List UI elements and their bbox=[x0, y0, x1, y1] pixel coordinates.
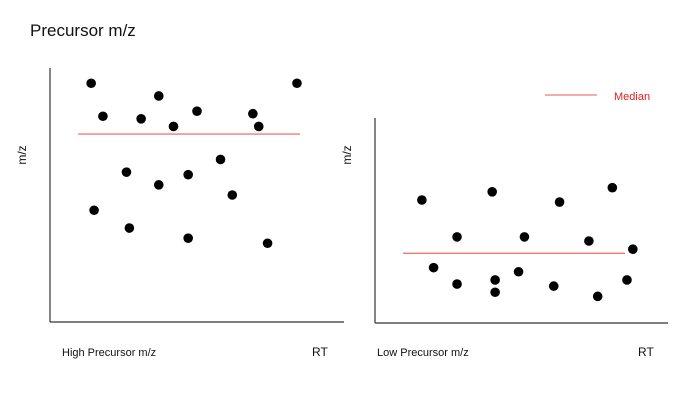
legend: Median bbox=[545, 91, 650, 103]
scatter-point bbox=[253, 121, 264, 132]
scatter-point bbox=[628, 244, 638, 254]
scatter-point bbox=[124, 223, 135, 233]
scatter-point bbox=[513, 266, 524, 277]
scatter-point bbox=[548, 281, 559, 291]
scatter-point bbox=[490, 287, 500, 298]
legend-median-label: Median bbox=[614, 91, 650, 103]
scatter-point bbox=[153, 91, 164, 101]
scatter-point bbox=[227, 190, 238, 200]
chart-title: Low Precursor m/z bbox=[377, 347, 469, 359]
scatter-point bbox=[292, 78, 302, 89]
y-axis-label: m/z bbox=[340, 145, 354, 164]
x-axis-label: RT bbox=[312, 345, 328, 359]
scatter-point bbox=[183, 233, 193, 243]
scatter-point bbox=[153, 180, 164, 190]
scatter-point bbox=[490, 275, 500, 285]
scatter-point bbox=[136, 114, 146, 124]
chart-low-precursor: m/z Low Precursor m/z RT bbox=[340, 118, 668, 359]
scatter-point bbox=[592, 291, 603, 302]
scatter-point bbox=[121, 167, 132, 177]
scatter-point bbox=[554, 197, 565, 207]
scatter-point bbox=[262, 238, 273, 249]
scatter-point bbox=[192, 106, 202, 116]
y-axis-label: m/z bbox=[15, 145, 29, 164]
scatter-point bbox=[452, 279, 462, 289]
x-axis-label: RT bbox=[638, 345, 654, 359]
scatter-point bbox=[584, 236, 594, 246]
scatter-point bbox=[98, 111, 108, 122]
scatter-point bbox=[168, 121, 179, 132]
page-title: Precursor m/z bbox=[30, 21, 136, 40]
scatter-point bbox=[428, 262, 439, 273]
scatter-point bbox=[622, 275, 632, 285]
scatter-point bbox=[519, 232, 530, 242]
scatter-point bbox=[607, 182, 618, 193]
scatter-point bbox=[452, 232, 462, 242]
scatter-point bbox=[86, 78, 96, 89]
scatter-point bbox=[215, 154, 226, 165]
scatter-point bbox=[417, 195, 427, 205]
chart-title: High Precursor m/z bbox=[62, 347, 156, 359]
chart-high-precursor: m/z High Precursor m/z RT bbox=[15, 68, 344, 359]
scatter-points bbox=[86, 78, 302, 249]
scatter-points bbox=[417, 182, 638, 302]
scatter-point bbox=[89, 205, 99, 216]
scatter-point bbox=[487, 187, 498, 197]
scatter-point bbox=[248, 108, 258, 119]
scatter-point bbox=[183, 169, 193, 180]
